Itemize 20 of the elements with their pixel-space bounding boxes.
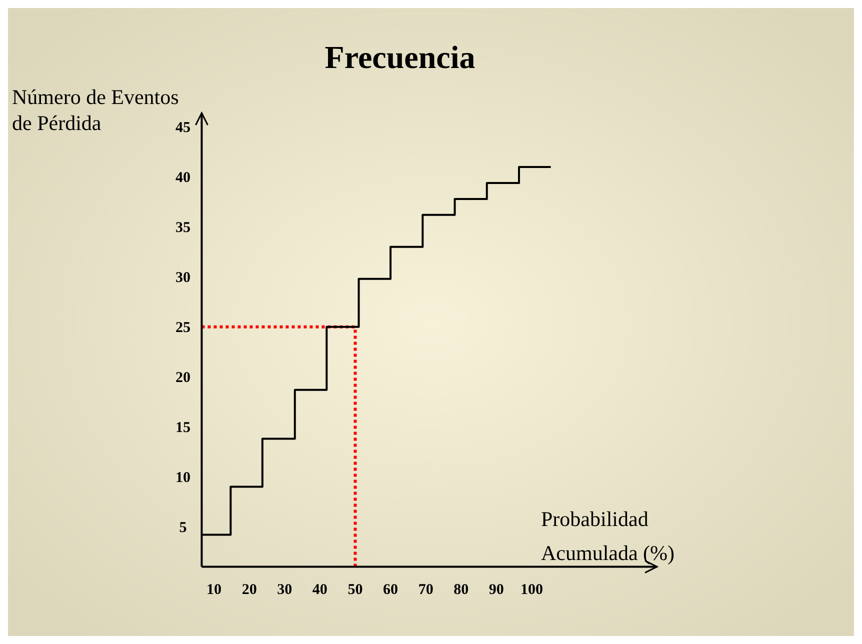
y-tick-label: 35 xyxy=(176,220,190,236)
y-tick-label: 10 xyxy=(176,470,190,486)
x-tick-label: 90 xyxy=(488,582,504,598)
x-tick-label: 30 xyxy=(277,582,292,598)
y-tick-label: 5 xyxy=(179,520,187,536)
y-tick-label: 15 xyxy=(176,420,190,436)
x-axis-title: Probabilidad Acumulada (%) xyxy=(541,507,675,565)
y-tick-label: 25 xyxy=(176,320,190,336)
chart-title: Frecuencia xyxy=(324,39,476,75)
x-tick-label: 40 xyxy=(312,582,328,598)
x-tick-label: 20 xyxy=(242,582,257,598)
x-tick-label: 80 xyxy=(454,582,469,598)
x-tick-label: 100 xyxy=(520,582,543,598)
y-tick-label: 30 xyxy=(176,270,190,286)
x-tick-label: 50 xyxy=(348,582,363,598)
y-tick-label: 40 xyxy=(176,170,190,186)
x-tick-label: 10 xyxy=(206,582,222,598)
x-tick-label: 70 xyxy=(418,582,434,598)
x-tick-label: 60 xyxy=(383,582,398,598)
y-tick-label: 20 xyxy=(176,370,190,386)
